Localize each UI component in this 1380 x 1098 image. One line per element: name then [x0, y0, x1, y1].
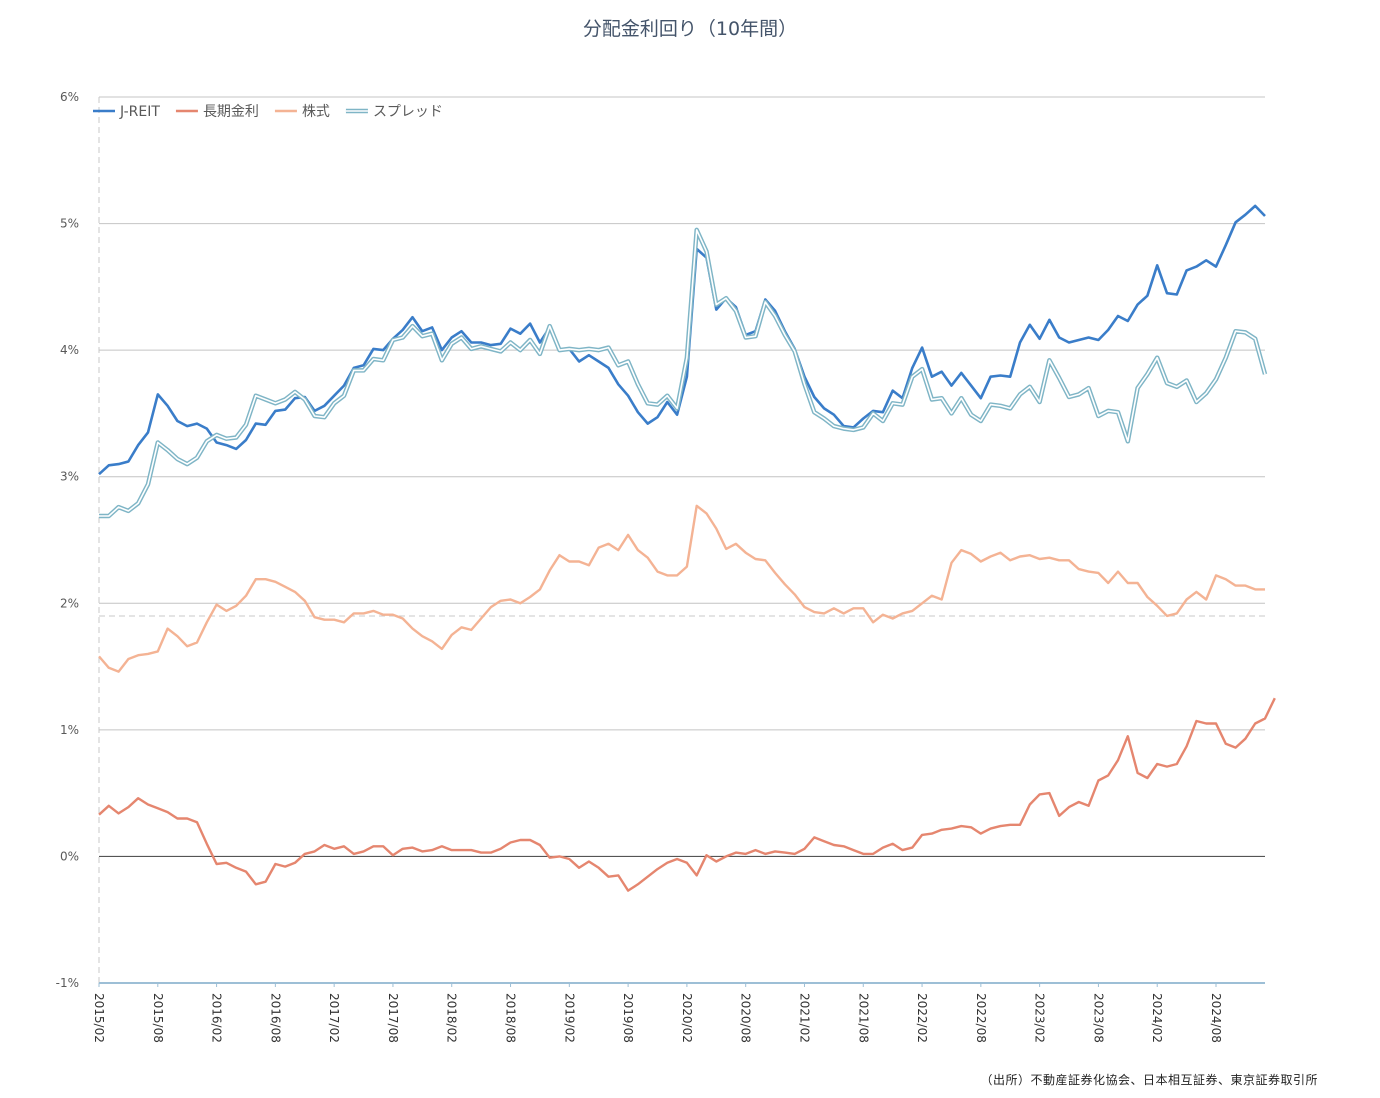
x-tick-label: 2017/08	[386, 993, 400, 1043]
x-tick-label: 2020/08	[739, 993, 753, 1043]
x-tick-label: 2015/02	[92, 993, 106, 1043]
y-tick-label: 5%	[60, 217, 79, 231]
series-line-3-inner	[99, 229, 1266, 517]
legend-item-3: スプレッド	[345, 104, 443, 120]
y-tick-label: 3%	[60, 470, 79, 484]
axes: -1% 0% 1% 2% 3% 4% 5% 6% 2015/02 2015/08 2016/02 20…	[56, 90, 1265, 1043]
y-tick-label: -1%	[56, 976, 79, 990]
legend-label: J-REIT	[119, 104, 160, 120]
source-note: （出所）不動産証券化協会、日本相互証券、東京証券取引所	[980, 1073, 1318, 1087]
y-tick-label: 6%	[60, 90, 79, 104]
x-tick-label: 2023/08	[1091, 993, 1105, 1043]
y-tick-label: 4%	[60, 343, 79, 357]
legend-item-0: J-REIT	[93, 104, 160, 120]
y-tick-label: 0%	[60, 849, 79, 863]
x-tick-label: 2022/08	[974, 993, 988, 1043]
gridlines	[99, 96, 1265, 984]
series-lines	[98, 204, 1276, 892]
x-tick-label: 2021/08	[856, 993, 870, 1043]
x-tick-label: 2017/02	[327, 993, 341, 1043]
chart-title: 分配金利回り（10年間）	[582, 18, 798, 40]
series-line-1	[98, 697, 1276, 892]
x-tick-label: 2018/02	[445, 993, 459, 1043]
legend-label: 株式	[302, 104, 330, 120]
x-tick-label: 2016/08	[268, 993, 282, 1043]
x-tick-label: 2024/08	[1209, 993, 1223, 1043]
x-tick-label: 2018/08	[504, 993, 518, 1043]
series-line-0	[98, 204, 1266, 476]
x-tick-label: 2015/08	[151, 993, 165, 1043]
y-tick-label: 1%	[60, 723, 79, 737]
legend-label: 長期金利	[203, 104, 259, 120]
x-tick-label: 2021/02	[797, 993, 811, 1043]
y-tick-label: 2%	[60, 596, 79, 610]
series-line-2	[98, 504, 1265, 673]
x-tick-label: 2019/02	[562, 993, 576, 1043]
legend-label: スプレッド	[373, 104, 443, 120]
x-tick-label: 2022/02	[915, 993, 929, 1043]
x-tick-label: 2020/02	[680, 993, 694, 1043]
x-tick-label: 2019/08	[621, 993, 635, 1043]
legend: J-REIT 長期金利 株式 スプレッド	[93, 104, 443, 120]
x-tick-label: 2023/02	[1033, 993, 1047, 1043]
legend-item-1: 長期金利	[175, 104, 259, 120]
x-tick-label: 2024/02	[1150, 993, 1164, 1043]
x-tick-label: 2016/02	[210, 993, 224, 1043]
legend-item-2: 株式	[274, 104, 330, 120]
series-line-3	[99, 227, 1268, 519]
